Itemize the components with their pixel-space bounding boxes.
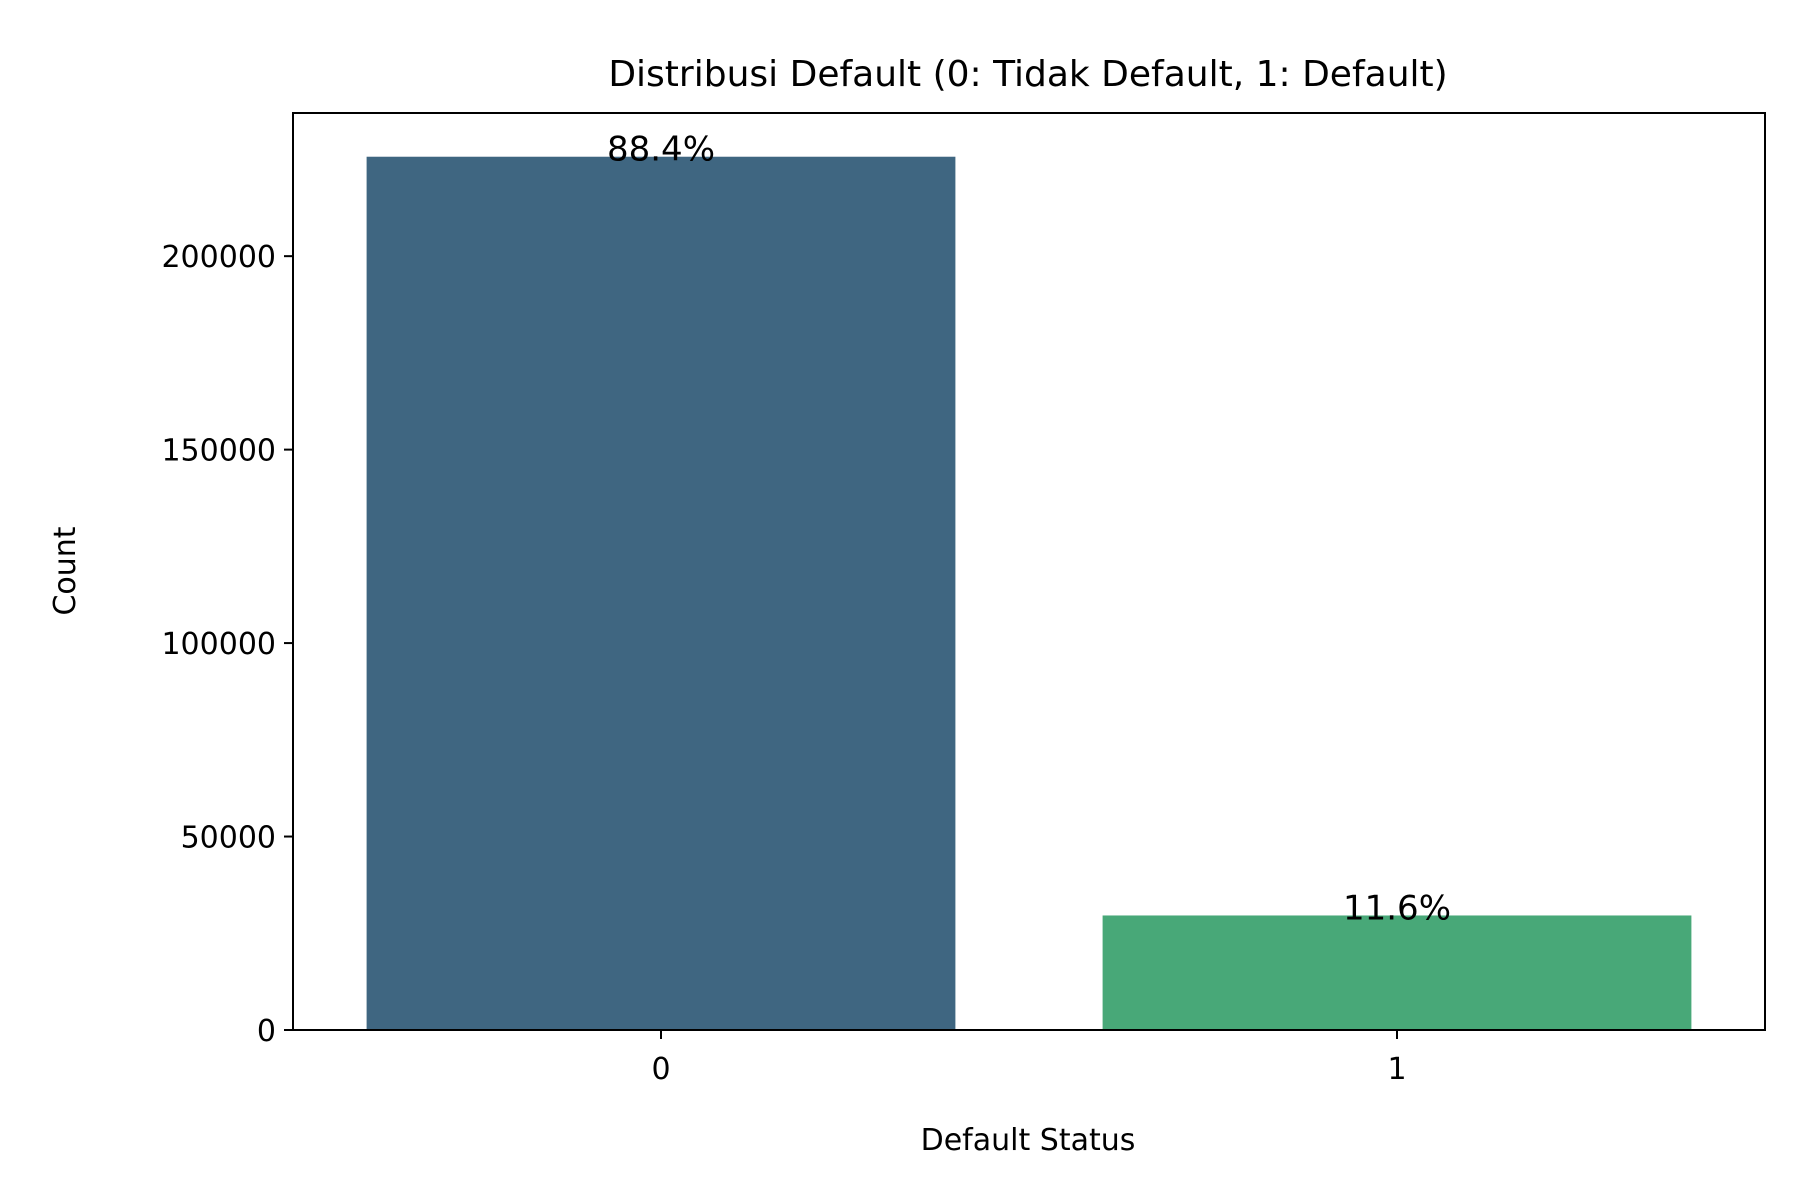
y-tick-label: 100000 (161, 627, 276, 662)
y-axis-ticks: 0 50000 100000 150000 200000 (161, 240, 293, 1049)
bars-group (366, 156, 1692, 1031)
bar-label-1: 11.6% (1343, 888, 1451, 928)
y-tick-label: 150000 (161, 434, 276, 469)
y-tick-label: 200000 (161, 240, 276, 275)
x-axis-label: Default Status (921, 1123, 1136, 1158)
x-tick-label-1: 1 (1387, 1052, 1406, 1087)
chart-title: Distribusi Default (0: Tidak Default, 1:… (608, 54, 1447, 95)
bar-0 (366, 156, 956, 1031)
x-tick-label-0: 0 (651, 1052, 670, 1087)
y-axis-label: Count (48, 526, 83, 615)
bar-1 (1102, 915, 1692, 1030)
bar-labels-group: 88.4% 11.6% (607, 130, 1451, 929)
bar-label-0: 88.4% (607, 130, 715, 170)
y-tick-label: 0 (257, 1014, 276, 1049)
y-tick-label: 50000 (181, 821, 276, 856)
plot-frame (292, 112, 1766, 1031)
